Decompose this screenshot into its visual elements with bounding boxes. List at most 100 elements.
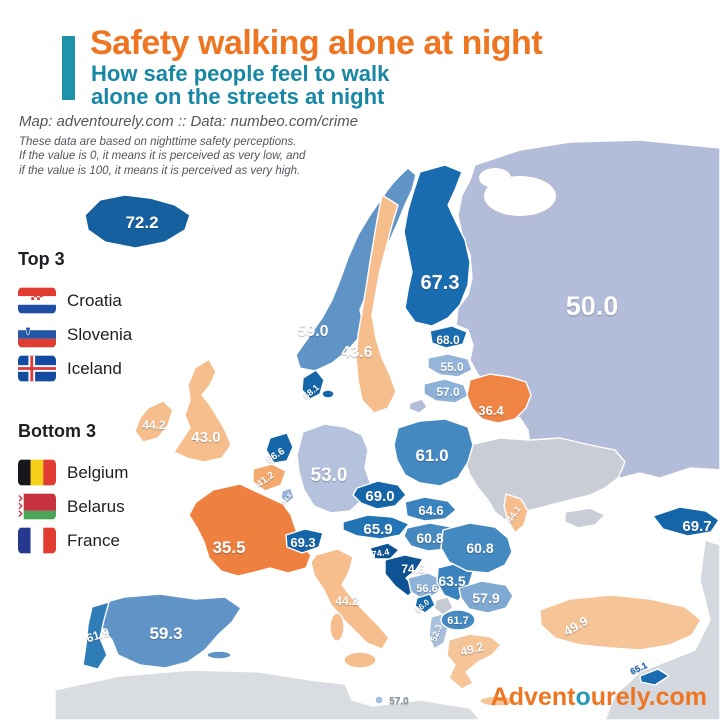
label-finland: 67.3 (421, 272, 460, 294)
label-bulgaria: 57.9 (472, 590, 499, 606)
label-latvia: 55.0 (440, 360, 464, 374)
country-czechia (352, 480, 407, 510)
country-france (188, 483, 312, 577)
legend-label-belarus: Belarus (67, 496, 125, 516)
country-bosnia (407, 572, 444, 602)
legend-label-croatia: Croatia (67, 290, 122, 310)
country-estonia (429, 325, 468, 349)
branding-prefix: Advent (490, 683, 576, 711)
label-croatia: 74.6 (401, 562, 425, 576)
legend-label-slovenia: Slovenia (67, 324, 133, 344)
label-switzerland: 69.3 (290, 535, 315, 550)
country-greece (446, 633, 502, 690)
country-switzerland (285, 528, 324, 554)
country-poland (393, 418, 474, 487)
country-slovenia (369, 542, 400, 560)
page-title: Safety walking alone at night (90, 24, 543, 62)
label-malta: 57.0 (389, 696, 409, 707)
country-georgia (652, 506, 720, 537)
legend-item-iceland: Iceland (18, 355, 132, 382)
country-portugal (82, 601, 110, 670)
label-slovakia: 64.6 (418, 503, 443, 518)
subtitle-line-1: How safe people feel to walk (91, 61, 390, 86)
note-line-3: if the value is 100, it means it is perc… (19, 164, 301, 177)
label-uk: 43.0 (191, 429, 220, 446)
label-macedonia: 61.7 (447, 615, 468, 627)
legend-label-iceland: Iceland (67, 358, 122, 378)
label-estonia: 68.0 (436, 333, 460, 347)
branding-suffix: urely.com (590, 683, 707, 711)
country-ireland (134, 400, 174, 443)
belgium-flag-icon (18, 459, 56, 486)
country-malta (374, 695, 384, 705)
legend-item-slovenia: Slovenia (18, 321, 132, 348)
label-ireland: 44.2 (142, 418, 166, 432)
label-portugal: 61.9 (84, 625, 111, 646)
label-greece: 49.2 (459, 639, 485, 658)
country-belarus (466, 373, 532, 424)
legend-bottom3-title: Bottom 3 (18, 421, 96, 441)
title-accent-bar (62, 36, 75, 100)
country-sweden (355, 194, 399, 414)
legend-label-france: France (67, 530, 120, 550)
label-austria: 65.9 (363, 521, 392, 538)
legend-bottom3: Bottom 3 Belgium Belarus France (18, 421, 128, 554)
legend-item-france: France (18, 527, 128, 554)
country-luxembourg (280, 487, 295, 504)
country-belgium (252, 463, 287, 492)
note-line-2: If the value is 0, it means it is percei… (19, 150, 306, 163)
country-denmark (301, 369, 325, 400)
slovenia-flag-icon (18, 321, 56, 348)
france-flag-icon (18, 527, 56, 554)
label-france: 35.5 (212, 538, 245, 557)
label-czechia: 69.0 (365, 488, 394, 505)
label-bosnia: 56.6 (416, 583, 437, 595)
label-serbia: 63.5 (438, 573, 465, 589)
label-germany: 53.0 (311, 465, 348, 486)
label-sweden: 43.6 (341, 344, 372, 361)
note-line-1: These data are based on nighttime safety… (19, 136, 297, 148)
methodology-note: These data are based on nighttime safety… (19, 135, 305, 178)
country-montenegro (414, 593, 436, 614)
croatia-flag-icon (18, 287, 56, 314)
legend-item-croatia: Croatia (18, 287, 132, 314)
subtitle-line-2: alone on the streets at night (91, 83, 385, 109)
legend-top3-title: Top 3 (18, 249, 65, 269)
country-austria (342, 514, 410, 540)
label-italy: 44.2 (335, 594, 359, 608)
label-georgia: 69.7 (682, 518, 711, 535)
white-sea2 (479, 168, 511, 188)
land-north-africa (54, 669, 481, 720)
branding-accent-letter: o (575, 683, 591, 711)
country-netherlands (265, 432, 294, 464)
label-norway: 59.0 (297, 323, 328, 340)
island-balearics (206, 650, 232, 660)
country-finland (403, 164, 471, 327)
label-russia: 50.0 (566, 291, 619, 321)
label-belarus: 36.4 (478, 403, 504, 418)
country-lithuania (423, 378, 469, 404)
label-romania: 60.8 (466, 540, 493, 556)
island-sicily (343, 651, 377, 669)
country-slovakia (404, 496, 457, 522)
iceland-flag-icon (18, 355, 56, 382)
country-cyprus (639, 668, 670, 686)
label-spain: 59.3 (149, 624, 182, 643)
island-crete (479, 695, 515, 707)
country-uk (173, 358, 232, 463)
denmark-isle (321, 389, 335, 399)
island-sardinia (329, 612, 345, 642)
legend-top3: Top 3 Croatia Slovenia Iceland (18, 249, 132, 382)
page-subtitle: How safe people feel to walk alone on th… (91, 61, 390, 109)
label-hungary: 60.8 (416, 530, 443, 546)
region-kaliningrad (408, 398, 428, 414)
land-middle-east (604, 539, 720, 720)
country-iceland (84, 194, 191, 249)
label-poland: 61.0 (415, 446, 448, 465)
country-romania (440, 522, 513, 574)
label-lithuania: 57.0 (436, 385, 460, 399)
country-italy (310, 548, 390, 650)
legend-item-belarus: Belarus (18, 493, 128, 520)
country-norway (295, 167, 417, 372)
